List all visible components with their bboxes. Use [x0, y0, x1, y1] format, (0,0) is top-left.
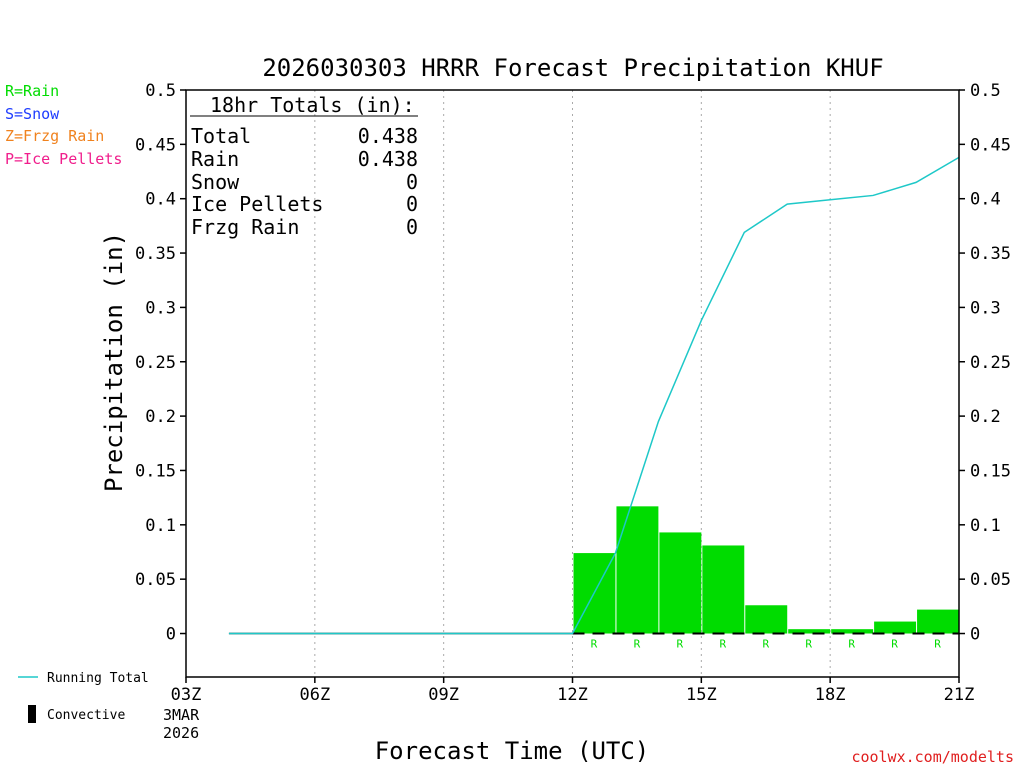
y-tick-label-left-0.4: 0.4 [145, 190, 176, 210]
y-tick-label-right-0.35: 0.35 [970, 244, 1011, 264]
convective-legend-swatch [28, 705, 36, 723]
ptype-marker-7: R [891, 638, 898, 651]
ptype-marker-8: R [934, 638, 941, 651]
x-tick-label-15Z: 15Z [686, 685, 717, 705]
x-tick-label-03Z: 03Z [171, 685, 202, 705]
precip-bar-7 [874, 621, 917, 634]
y-tick-label-left-0.45: 0.45 [135, 135, 176, 155]
totals-box: 18hr Totals (in): Total 0.438 Rain 0.438… [190, 93, 418, 239]
y-tick-label-right-0.05: 0.05 [970, 570, 1011, 590]
legend-snow: S=Snow [5, 105, 60, 123]
x-start-date-year: 2026 [163, 724, 199, 742]
ptype-marker-3: R [719, 638, 726, 651]
totals-value-total: 0.438 [358, 124, 418, 148]
x-tick-label-12Z: 12Z [557, 685, 588, 705]
precipitation-bars [573, 506, 959, 634]
y-axis-label: Precipitation (in) [100, 232, 128, 492]
y-axis-left: 0 0.05 0.1 0.15 0.2 0.25 0.3 0.35 0.4 0.45 0.5 [135, 81, 186, 645]
ptype-marker-4: R [762, 638, 769, 651]
y-tick-label-left-0.25: 0.25 [135, 353, 176, 373]
y-axis-right: 0 0.05 0.1 0.15 0.2 0.25 0.3 0.35 0.4 0.45 0.5 [959, 81, 1011, 645]
ptype-marker-6: R [848, 638, 855, 651]
y-tick-label-left-0.2: 0.2 [145, 407, 176, 427]
convective-legend-label: Convective [47, 708, 125, 723]
precip-bar-6 [831, 629, 874, 634]
totals-label-frzg-rain: Frzg Rain [191, 215, 299, 239]
x-axis: 03Z 06Z 09Z 12Z 15Z 18Z 21Z [171, 677, 975, 705]
y-tick-label-left-0.5: 0.5 [145, 81, 176, 101]
y-tick-label-left-0: 0 [166, 625, 176, 645]
x-tick-label-21Z: 21Z [944, 685, 975, 705]
precip-bar-2 [659, 532, 702, 634]
precip-bar-4 [745, 605, 788, 634]
totals-value-ice-pellets: 0 [406, 192, 418, 216]
y-tick-label-right-0.1: 0.1 [970, 516, 1001, 536]
precip-bar-5 [788, 629, 831, 634]
y-tick-label-right-0.15: 0.15 [970, 461, 1011, 481]
y-tick-label-left-0.3: 0.3 [145, 298, 176, 318]
y-tick-label-left-0.05: 0.05 [135, 570, 176, 590]
y-tick-label-right-0.4: 0.4 [970, 190, 1001, 210]
totals-header: 18hr Totals (in): [210, 93, 415, 117]
line-legend: Running Total Convective [18, 671, 149, 723]
ptype-legend: R=Rain S=Snow Z=Frzg Rain P=Ice Pellets [5, 82, 122, 168]
chart-title: 2026030303 HRRR Forecast Precipitation K… [262, 54, 883, 82]
running-total-line [228, 156, 960, 635]
totals-value-frzg-rain: 0 [406, 215, 418, 239]
totals-label-total: Total [191, 124, 251, 148]
precip-bar-1 [616, 506, 659, 634]
vertical-gridlines [314, 90, 831, 677]
y-tick-label-right-0.3: 0.3 [970, 298, 1001, 318]
totals-label-rain: Rain [191, 147, 239, 171]
precip-bar-3 [702, 545, 745, 634]
ptype-marker-5: R [805, 638, 812, 651]
y-tick-label-right-0.2: 0.2 [970, 407, 1001, 427]
y-tick-label-right-0.25: 0.25 [970, 353, 1011, 373]
legend-rain: R=Rain [5, 82, 59, 100]
y-tick-label-left-0.35: 0.35 [135, 244, 176, 264]
ptype-marker-0: R [591, 638, 598, 651]
totals-label-snow: Snow [191, 170, 240, 194]
y-tick-label-right-0.5: 0.5 [970, 81, 1001, 101]
x-start-date-day: 3MAR [163, 706, 200, 724]
y-tick-label-left-0.1: 0.1 [145, 516, 176, 536]
y-tick-label-left-0.15: 0.15 [135, 461, 176, 481]
precip-bar-8 [917, 609, 959, 634]
running-total-legend-label: Running Total [47, 671, 149, 686]
ptype-marker-1: R [634, 638, 641, 651]
x-axis-label: Forecast Time (UTC) [375, 737, 650, 765]
x-tick-label-18Z: 18Z [815, 685, 846, 705]
credit-text: coolwx.com/modelts [851, 748, 1014, 766]
totals-value-rain: 0.438 [358, 147, 418, 171]
y-tick-label-right-0: 0 [970, 625, 980, 645]
ptype-marker-2: R [677, 638, 684, 651]
legend-ice-pellets: P=Ice Pellets [5, 150, 122, 168]
x-tick-label-06Z: 06Z [299, 685, 330, 705]
totals-value-snow: 0 [406, 170, 418, 194]
y-tick-label-right-0.45: 0.45 [970, 135, 1011, 155]
legend-frzg-rain: Z=Frzg Rain [5, 127, 104, 145]
x-tick-label-09Z: 09Z [428, 685, 459, 705]
totals-label-ice-pellets: Ice Pellets [191, 192, 323, 216]
